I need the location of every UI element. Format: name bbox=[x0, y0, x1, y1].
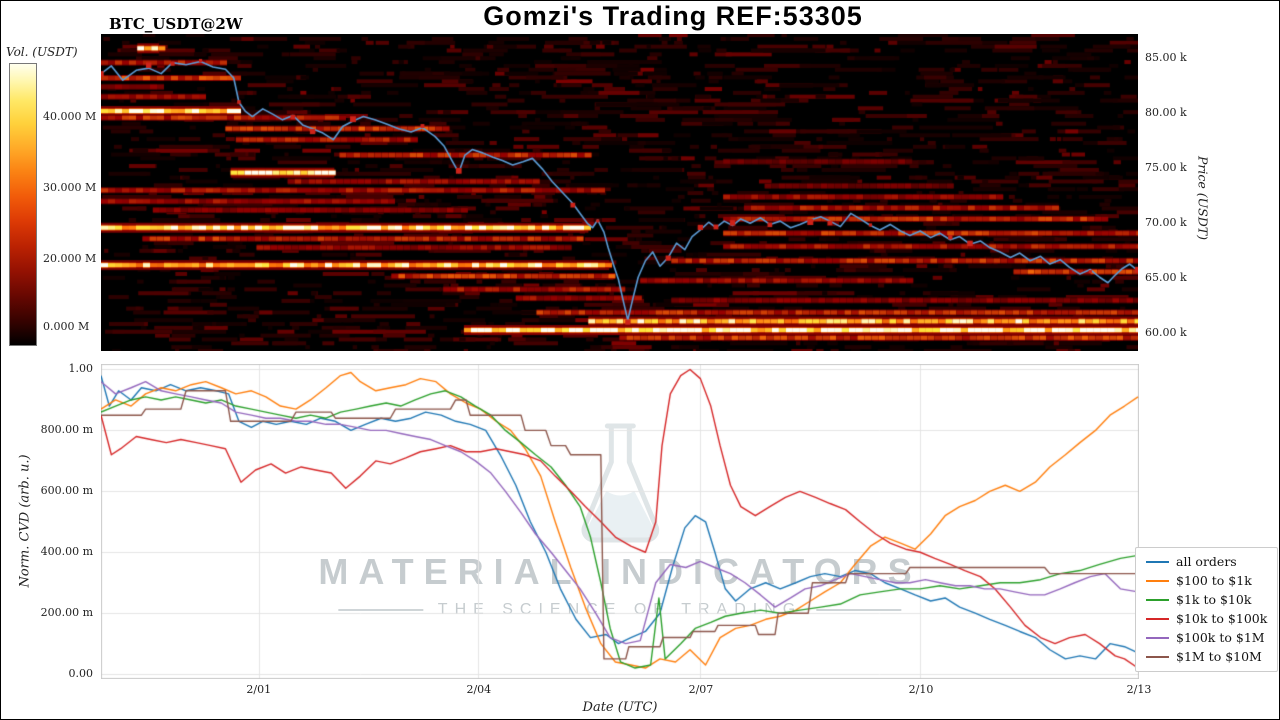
legend-swatch bbox=[1146, 656, 1169, 658]
cvd-y-tick-label: 0.00 bbox=[68, 667, 94, 681]
legend-item: $1M to $10M bbox=[1146, 650, 1267, 664]
cvd-canvas bbox=[101, 364, 1139, 679]
legend-label: $10k to $100k bbox=[1176, 611, 1268, 626]
cvd-x-tick-label: 2/04 bbox=[466, 683, 492, 696]
cvd-x-tick-label: 2/10 bbox=[908, 683, 934, 696]
cvd-x-tick-label: 2/13 bbox=[1126, 683, 1152, 696]
colorbar-tick-label: 30.000 M bbox=[43, 180, 97, 194]
legend-label: $100k to $1M bbox=[1176, 630, 1265, 645]
legend-label: $1M to $10M bbox=[1176, 649, 1262, 664]
cvd-x-tick-label: 2/07 bbox=[688, 683, 714, 696]
legend-swatch bbox=[1146, 580, 1169, 582]
cvd-y-tick-label: 200.00 m bbox=[40, 606, 93, 620]
page-title: Gomzi's Trading REF:53305 bbox=[483, 1, 863, 31]
legend-swatch bbox=[1146, 637, 1169, 639]
symbol-label: BTC_USDT@2W bbox=[109, 15, 243, 33]
cvd-y-tick-label: 400.00 m bbox=[40, 545, 93, 559]
legend: all orders $100 to $1k $1k to $10k $10k to … bbox=[1135, 547, 1279, 672]
legend-label: $1k to $10k bbox=[1176, 592, 1252, 607]
legend-item: $1k to $10k bbox=[1146, 593, 1267, 607]
cvd-x-tick-label: 2/01 bbox=[246, 683, 272, 696]
price-tick-label: 70.00 k bbox=[1145, 216, 1187, 230]
price-tick-label: 60.00 k bbox=[1145, 326, 1187, 340]
price-axis-label: Price (USDT) bbox=[1195, 156, 1211, 240]
legend-label: all orders bbox=[1176, 554, 1237, 569]
cvd-y-tick-label: 600.00 m bbox=[40, 484, 93, 498]
price-tick-label: 75.00 k bbox=[1145, 161, 1187, 175]
colorbar-tick-label: 40.000 M bbox=[43, 109, 97, 123]
legend-swatch bbox=[1146, 618, 1169, 620]
colorbar-tick-label: 0.000 M bbox=[43, 319, 90, 333]
cvd-y-tick-label: 1.00 bbox=[68, 362, 94, 376]
legend-item: $10k to $100k bbox=[1146, 612, 1267, 626]
price-tick-label: 85.00 k bbox=[1145, 51, 1187, 65]
legend-label: $100 to $1k bbox=[1176, 573, 1252, 588]
price-tick-label: 65.00 k bbox=[1145, 271, 1187, 285]
heatmap-canvas bbox=[101, 34, 1138, 351]
cvd-y-tick-label: 800.00 m bbox=[40, 423, 93, 437]
legend-swatch bbox=[1146, 599, 1169, 601]
colorbar-label: Vol. (USDT) bbox=[6, 45, 78, 59]
volume-colorbar bbox=[9, 63, 37, 346]
price-tick-label: 80.00 k bbox=[1145, 106, 1187, 120]
legend-item: $100k to $1M bbox=[1146, 631, 1267, 645]
legend-item: all orders bbox=[1146, 555, 1267, 569]
colorbar-tick-label: 20.000 M bbox=[43, 251, 97, 265]
cvd-y-axis-label: Norm. CVD (arb. u.) bbox=[17, 454, 33, 588]
cvd-x-axis-label: Date (UTC) bbox=[582, 700, 658, 715]
legend-item: $100 to $1k bbox=[1146, 574, 1267, 588]
legend-swatch bbox=[1146, 561, 1169, 563]
